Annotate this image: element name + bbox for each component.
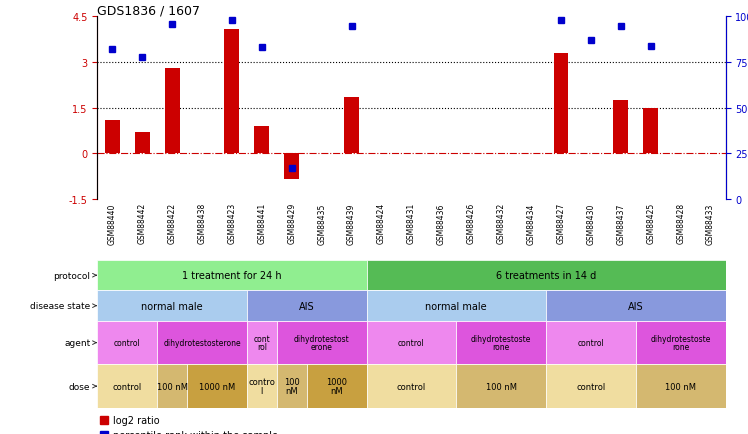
Bar: [247, 321, 277, 365]
Text: dihydrotestosterone: dihydrotestosterone: [163, 339, 241, 347]
Text: GSM88442: GSM88442: [138, 203, 147, 244]
Text: GSM88427: GSM88427: [557, 203, 565, 244]
Bar: [344, 98, 359, 154]
Bar: [187, 365, 247, 408]
Bar: [97, 291, 247, 321]
Text: 1000
nM: 1000 nM: [326, 378, 347, 395]
Text: control: control: [396, 382, 426, 391]
Text: GSM88428: GSM88428: [676, 203, 685, 244]
Bar: [135, 133, 150, 154]
Text: log2 ratio: log2 ratio: [113, 415, 159, 425]
Text: control: control: [577, 339, 604, 347]
Bar: [613, 101, 628, 154]
Bar: [307, 365, 367, 408]
Text: disease state: disease state: [30, 302, 96, 310]
Bar: [165, 69, 180, 154]
Text: 100
nM: 100 nM: [283, 378, 300, 395]
Text: GSM88425: GSM88425: [646, 203, 655, 244]
Text: GSM88424: GSM88424: [377, 203, 386, 244]
Text: dose: dose: [69, 382, 96, 391]
Text: GSM88431: GSM88431: [407, 203, 416, 244]
Text: 100 nM: 100 nM: [485, 382, 517, 391]
Bar: [157, 321, 247, 365]
Text: AIS: AIS: [299, 301, 314, 311]
Text: GSM88437: GSM88437: [616, 203, 625, 244]
Text: protocol: protocol: [53, 271, 96, 280]
Text: dihydrotestoste
rone: dihydrotestoste rone: [471, 334, 531, 352]
Bar: [367, 365, 456, 408]
Bar: [636, 321, 726, 365]
Bar: [367, 321, 456, 365]
Text: 1000 nM: 1000 nM: [199, 382, 235, 391]
Text: GSM88441: GSM88441: [257, 203, 266, 244]
Bar: [456, 365, 546, 408]
Bar: [367, 260, 726, 291]
Text: GSM88439: GSM88439: [347, 203, 356, 244]
Bar: [254, 127, 269, 154]
Text: agent: agent: [64, 339, 96, 347]
Bar: [97, 260, 367, 291]
Bar: [546, 365, 636, 408]
Text: GSM88435: GSM88435: [317, 203, 326, 244]
Bar: [277, 321, 367, 365]
Text: normal male: normal male: [141, 301, 203, 311]
Bar: [97, 365, 157, 408]
Text: GSM88434: GSM88434: [527, 203, 536, 244]
Text: control: control: [576, 382, 606, 391]
Text: GSM88438: GSM88438: [197, 203, 206, 244]
Bar: [97, 321, 157, 365]
Text: GSM88436: GSM88436: [437, 203, 446, 244]
Bar: [456, 321, 546, 365]
Text: dihydrotestost
erone: dihydrotestost erone: [294, 334, 349, 352]
Text: GDS1836 / 1607: GDS1836 / 1607: [97, 4, 200, 17]
Text: AIS: AIS: [628, 301, 643, 311]
Text: GSM88430: GSM88430: [586, 203, 595, 244]
Bar: [277, 365, 307, 408]
Bar: [546, 291, 726, 321]
Bar: [105, 121, 120, 154]
Text: GSM88422: GSM88422: [168, 203, 177, 244]
Text: control: control: [114, 339, 141, 347]
Text: control: control: [398, 339, 425, 347]
Bar: [636, 365, 726, 408]
Bar: [247, 291, 367, 321]
Text: percentile rank within the sample: percentile rank within the sample: [113, 430, 278, 434]
Bar: [643, 108, 658, 154]
Bar: [554, 54, 568, 154]
Text: GSM88429: GSM88429: [287, 203, 296, 244]
Text: control: control: [112, 382, 142, 391]
Text: GSM88423: GSM88423: [227, 203, 236, 244]
Text: normal male: normal male: [426, 301, 487, 311]
Text: 100 nM: 100 nM: [665, 382, 696, 391]
Text: cont
rol: cont rol: [254, 334, 270, 352]
Bar: [247, 365, 277, 408]
Bar: [157, 365, 187, 408]
Text: 100 nM: 100 nM: [156, 382, 188, 391]
Bar: [224, 30, 239, 154]
Text: GSM88440: GSM88440: [108, 203, 117, 244]
Bar: [367, 291, 546, 321]
Text: 6 treatments in 14 d: 6 treatments in 14 d: [496, 271, 596, 280]
Text: dihydrotestoste
rone: dihydrotestoste rone: [651, 334, 711, 352]
Text: GSM88432: GSM88432: [497, 203, 506, 244]
Bar: [546, 321, 636, 365]
Text: 1 treatment for 24 h: 1 treatment for 24 h: [182, 271, 282, 280]
Bar: [284, 154, 299, 180]
Text: GSM88426: GSM88426: [467, 203, 476, 244]
Text: GSM88433: GSM88433: [706, 203, 715, 244]
Text: contro
l: contro l: [248, 378, 275, 395]
